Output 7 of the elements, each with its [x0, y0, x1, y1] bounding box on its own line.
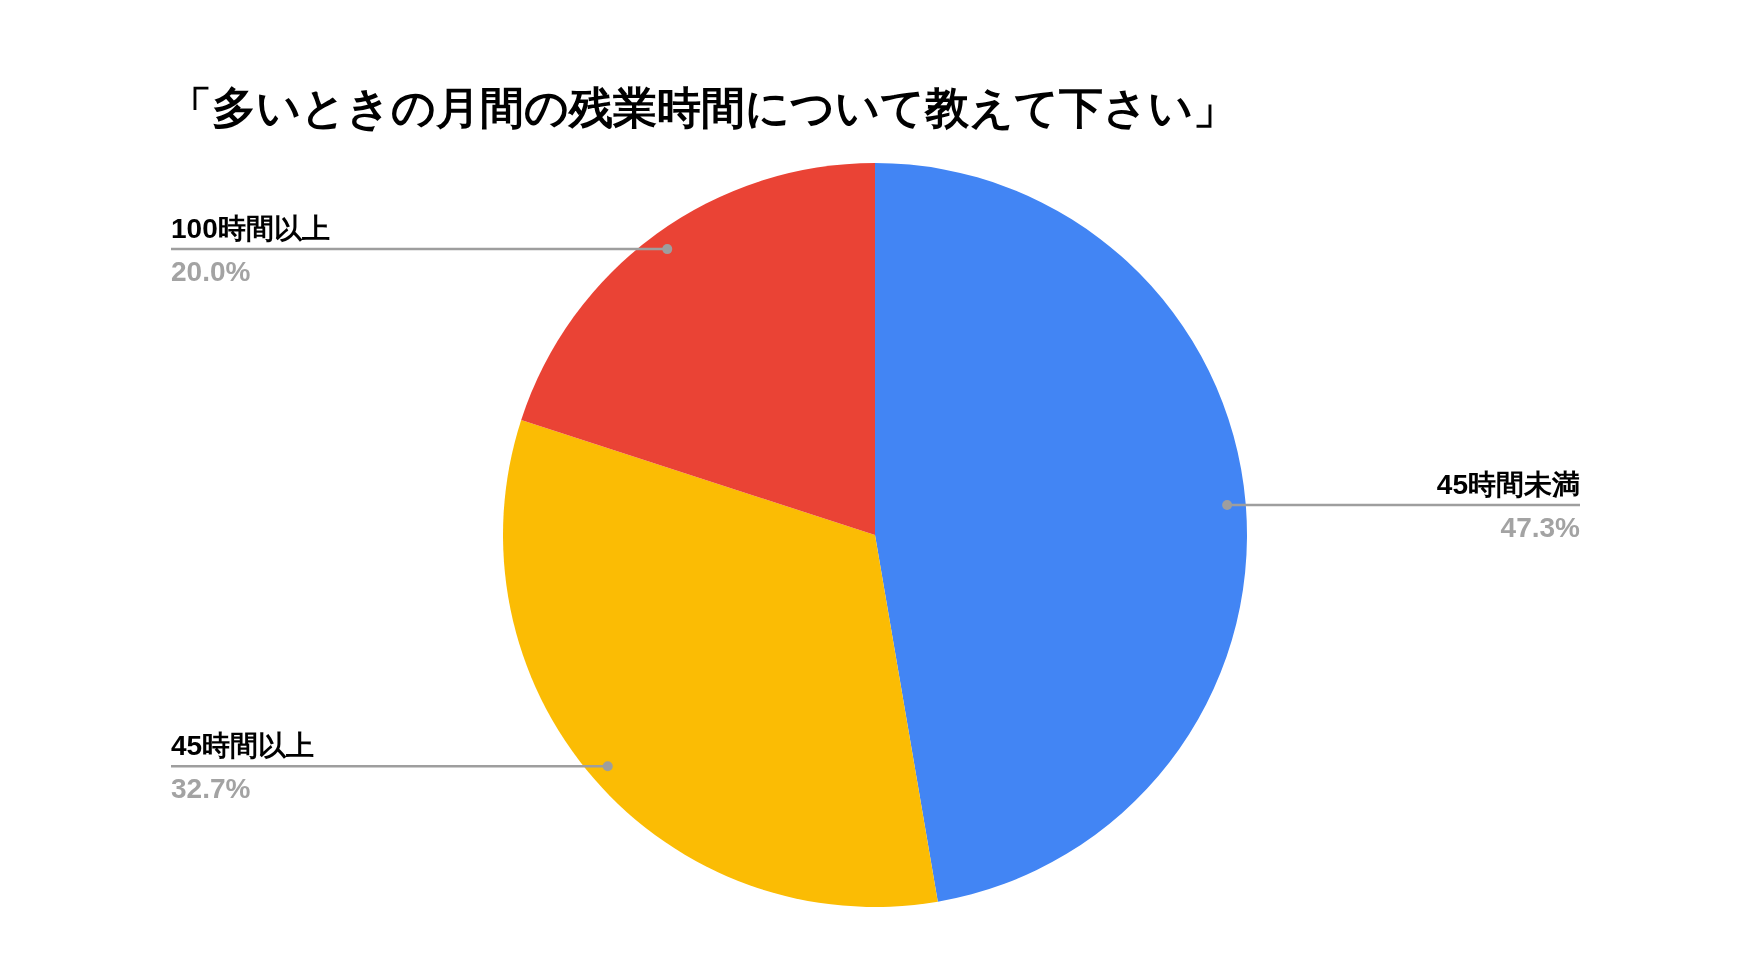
- slice-label: 100時間以上: [171, 213, 330, 245]
- chart-title: 「多いときの月間の残業時間について教えて下さい」: [168, 83, 1237, 132]
- slice-label: 45時間未満: [1436, 469, 1580, 501]
- data-label: 47.3%: [1500, 512, 1581, 544]
- slice-label: 45時間以上: [171, 730, 315, 762]
- data-label: 32.7%: [171, 773, 251, 805]
- data-label: 20.0%: [171, 256, 251, 288]
